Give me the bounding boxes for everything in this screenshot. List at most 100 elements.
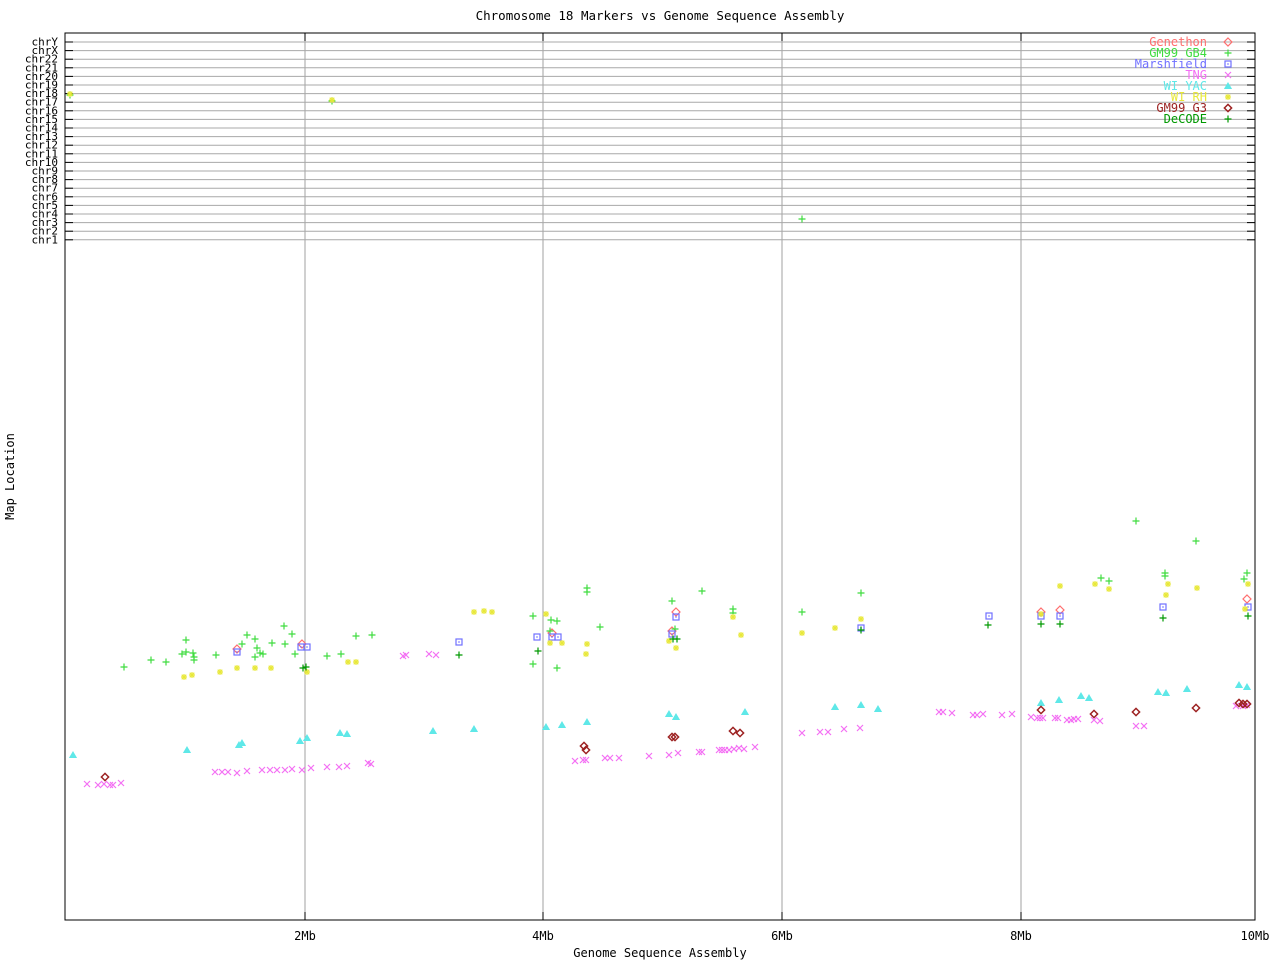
x-marker <box>117 779 125 787</box>
triangle-marker <box>1182 685 1192 692</box>
legend-entry-decode: DeCODE <box>1164 112 1232 126</box>
x-marker <box>425 650 433 658</box>
plus-marker <box>288 630 296 638</box>
plus-marker <box>259 650 267 658</box>
gridlines <box>304 33 1022 920</box>
x-marker <box>1008 710 1016 718</box>
x-marker <box>211 768 219 776</box>
asterisk-marker <box>559 640 565 646</box>
triangle-marker <box>557 721 567 728</box>
open-square-marker <box>1159 603 1167 611</box>
dark-diamond-marker <box>1036 705 1046 715</box>
y-tick-label-chr21: chr21 <box>25 61 58 74</box>
triangle-marker <box>541 723 551 730</box>
asterisk-marker <box>329 97 335 103</box>
x-marker <box>615 754 623 762</box>
triangle-marker <box>302 734 312 741</box>
x-tick-label: 6Mb <box>771 929 793 943</box>
open-square-marker <box>985 612 993 620</box>
open-square-marker <box>455 638 463 646</box>
y-tick-label-chrY: chrY <box>32 36 59 49</box>
plus-marker <box>190 656 198 664</box>
x-marker <box>298 766 306 774</box>
x-marker <box>939 708 947 716</box>
x-legend-icon <box>1224 71 1232 79</box>
dark-diamond-marker <box>579 741 589 751</box>
plus-marker <box>243 631 251 639</box>
x-marker <box>1027 713 1035 721</box>
plus-marker <box>182 648 190 656</box>
dark-diamond-marker <box>667 732 677 742</box>
asterisk-marker <box>67 91 73 97</box>
plus-marker <box>1243 569 1251 577</box>
x-marker <box>1054 714 1062 722</box>
dark-plus-marker <box>984 621 992 629</box>
plus-marker <box>1105 577 1113 585</box>
plus-marker <box>147 656 155 664</box>
triangle-marker <box>68 751 78 758</box>
x-marker <box>266 766 274 774</box>
y-tick-label-chr4: chr4 <box>32 208 59 221</box>
x-marker <box>998 711 1006 719</box>
legend-entry-wi-yac: WI YAC <box>1164 79 1233 93</box>
x-tick-label: 10Mb <box>1241 929 1270 943</box>
open-square-marker <box>672 613 680 621</box>
legend-entry-genethon: Genethon <box>1149 35 1233 49</box>
dark-diamond-marker <box>670 732 680 742</box>
y-tick-label-chr16: chr16 <box>25 104 58 117</box>
asterisk-marker <box>189 672 195 678</box>
open-square-marker <box>533 633 541 641</box>
x-marker <box>1232 702 1240 710</box>
y-tick-label-chr8: chr8 <box>32 173 59 186</box>
dark-plus-marker <box>857 626 865 634</box>
plus-marker <box>529 612 537 620</box>
plus-marker <box>546 627 554 635</box>
plus-marker <box>281 640 289 648</box>
dark-plus-marker <box>673 635 681 643</box>
plus-marker <box>798 215 806 223</box>
series-tng <box>83 650 1251 789</box>
plus-marker <box>120 663 128 671</box>
series-wi-rh <box>67 91 1251 680</box>
plus-marker <box>251 653 259 661</box>
x-axis <box>304 33 1256 920</box>
asterisk-marker <box>1038 611 1044 617</box>
y-tick-label-chr22: chr22 <box>25 53 58 66</box>
plus-marker <box>182 636 190 644</box>
plus-marker <box>553 617 561 625</box>
x-marker <box>218 768 226 776</box>
asterisk-marker <box>181 674 187 680</box>
y-tick-label-chr5: chr5 <box>32 199 59 212</box>
plot-border <box>64 32 1256 921</box>
plus-marker <box>162 658 170 666</box>
x-marker <box>715 746 723 754</box>
x-marker <box>579 756 587 764</box>
x-marker <box>740 745 748 753</box>
dark-plus-marker <box>534 647 542 655</box>
asterisk-marker <box>481 608 487 614</box>
x-marker <box>973 711 981 719</box>
y-tick-label-chr17: chr17 <box>25 96 58 109</box>
asterisk-marker <box>1092 581 1098 587</box>
plus-marker <box>698 587 706 595</box>
open-diamond-legend-icon <box>1223 37 1233 47</box>
x-marker <box>258 766 266 774</box>
x-marker <box>307 764 315 772</box>
x-marker <box>224 768 232 776</box>
triangle-marker <box>1076 692 1086 699</box>
asterisk-marker <box>353 659 359 665</box>
x-marker <box>582 756 590 764</box>
asterisk-marker <box>217 669 223 675</box>
plus-legend-icon <box>1224 49 1232 57</box>
x-marker <box>979 710 987 718</box>
plus-marker <box>668 597 676 605</box>
dark-diamond-marker <box>728 726 738 736</box>
x-marker <box>698 748 706 756</box>
x-marker <box>856 724 864 732</box>
dark-plus-marker <box>299 664 307 672</box>
x-marker <box>1096 717 1104 725</box>
x-axis-label: Genome Sequence Assembly <box>573 946 746 960</box>
x-marker <box>606 754 614 762</box>
asterisk-marker <box>584 641 590 647</box>
